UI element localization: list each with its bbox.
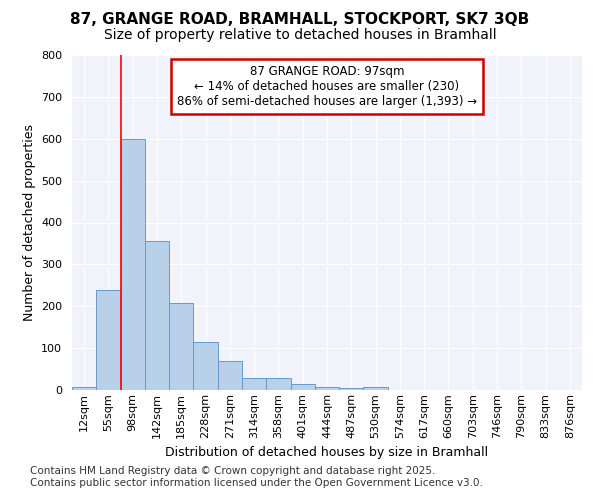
Bar (339, 388, 364, 390)
Text: 87 GRANGE ROAD: 97sqm
← 14% of detached houses are smaller (230)
86% of semi-det: 87 GRANGE ROAD: 97sqm ← 14% of detached … (177, 65, 477, 108)
Bar (72, 386, 96, 390)
Bar (193, 342, 218, 390)
Bar (242, 378, 266, 390)
X-axis label: Distribution of detached houses by size in Bramhall: Distribution of detached houses by size … (166, 446, 488, 459)
Text: 87, GRANGE ROAD, BRAMHALL, STOCKPORT, SK7 3QB: 87, GRANGE ROAD, BRAMHALL, STOCKPORT, SK… (70, 12, 530, 28)
Bar (364, 386, 388, 390)
Text: Contains HM Land Registry data © Crown copyright and database right 2025.
Contai: Contains HM Land Registry data © Crown c… (30, 466, 483, 487)
Bar (315, 386, 339, 390)
Text: Size of property relative to detached houses in Bramhall: Size of property relative to detached ho… (104, 28, 496, 42)
Y-axis label: Number of detached properties: Number of detached properties (23, 124, 35, 321)
Bar (290, 384, 315, 390)
Bar (169, 304, 193, 390)
Bar (121, 138, 145, 390)
Bar (145, 242, 169, 390)
Bar (266, 378, 290, 390)
Bar (96, 290, 121, 390)
Bar (218, 360, 242, 390)
